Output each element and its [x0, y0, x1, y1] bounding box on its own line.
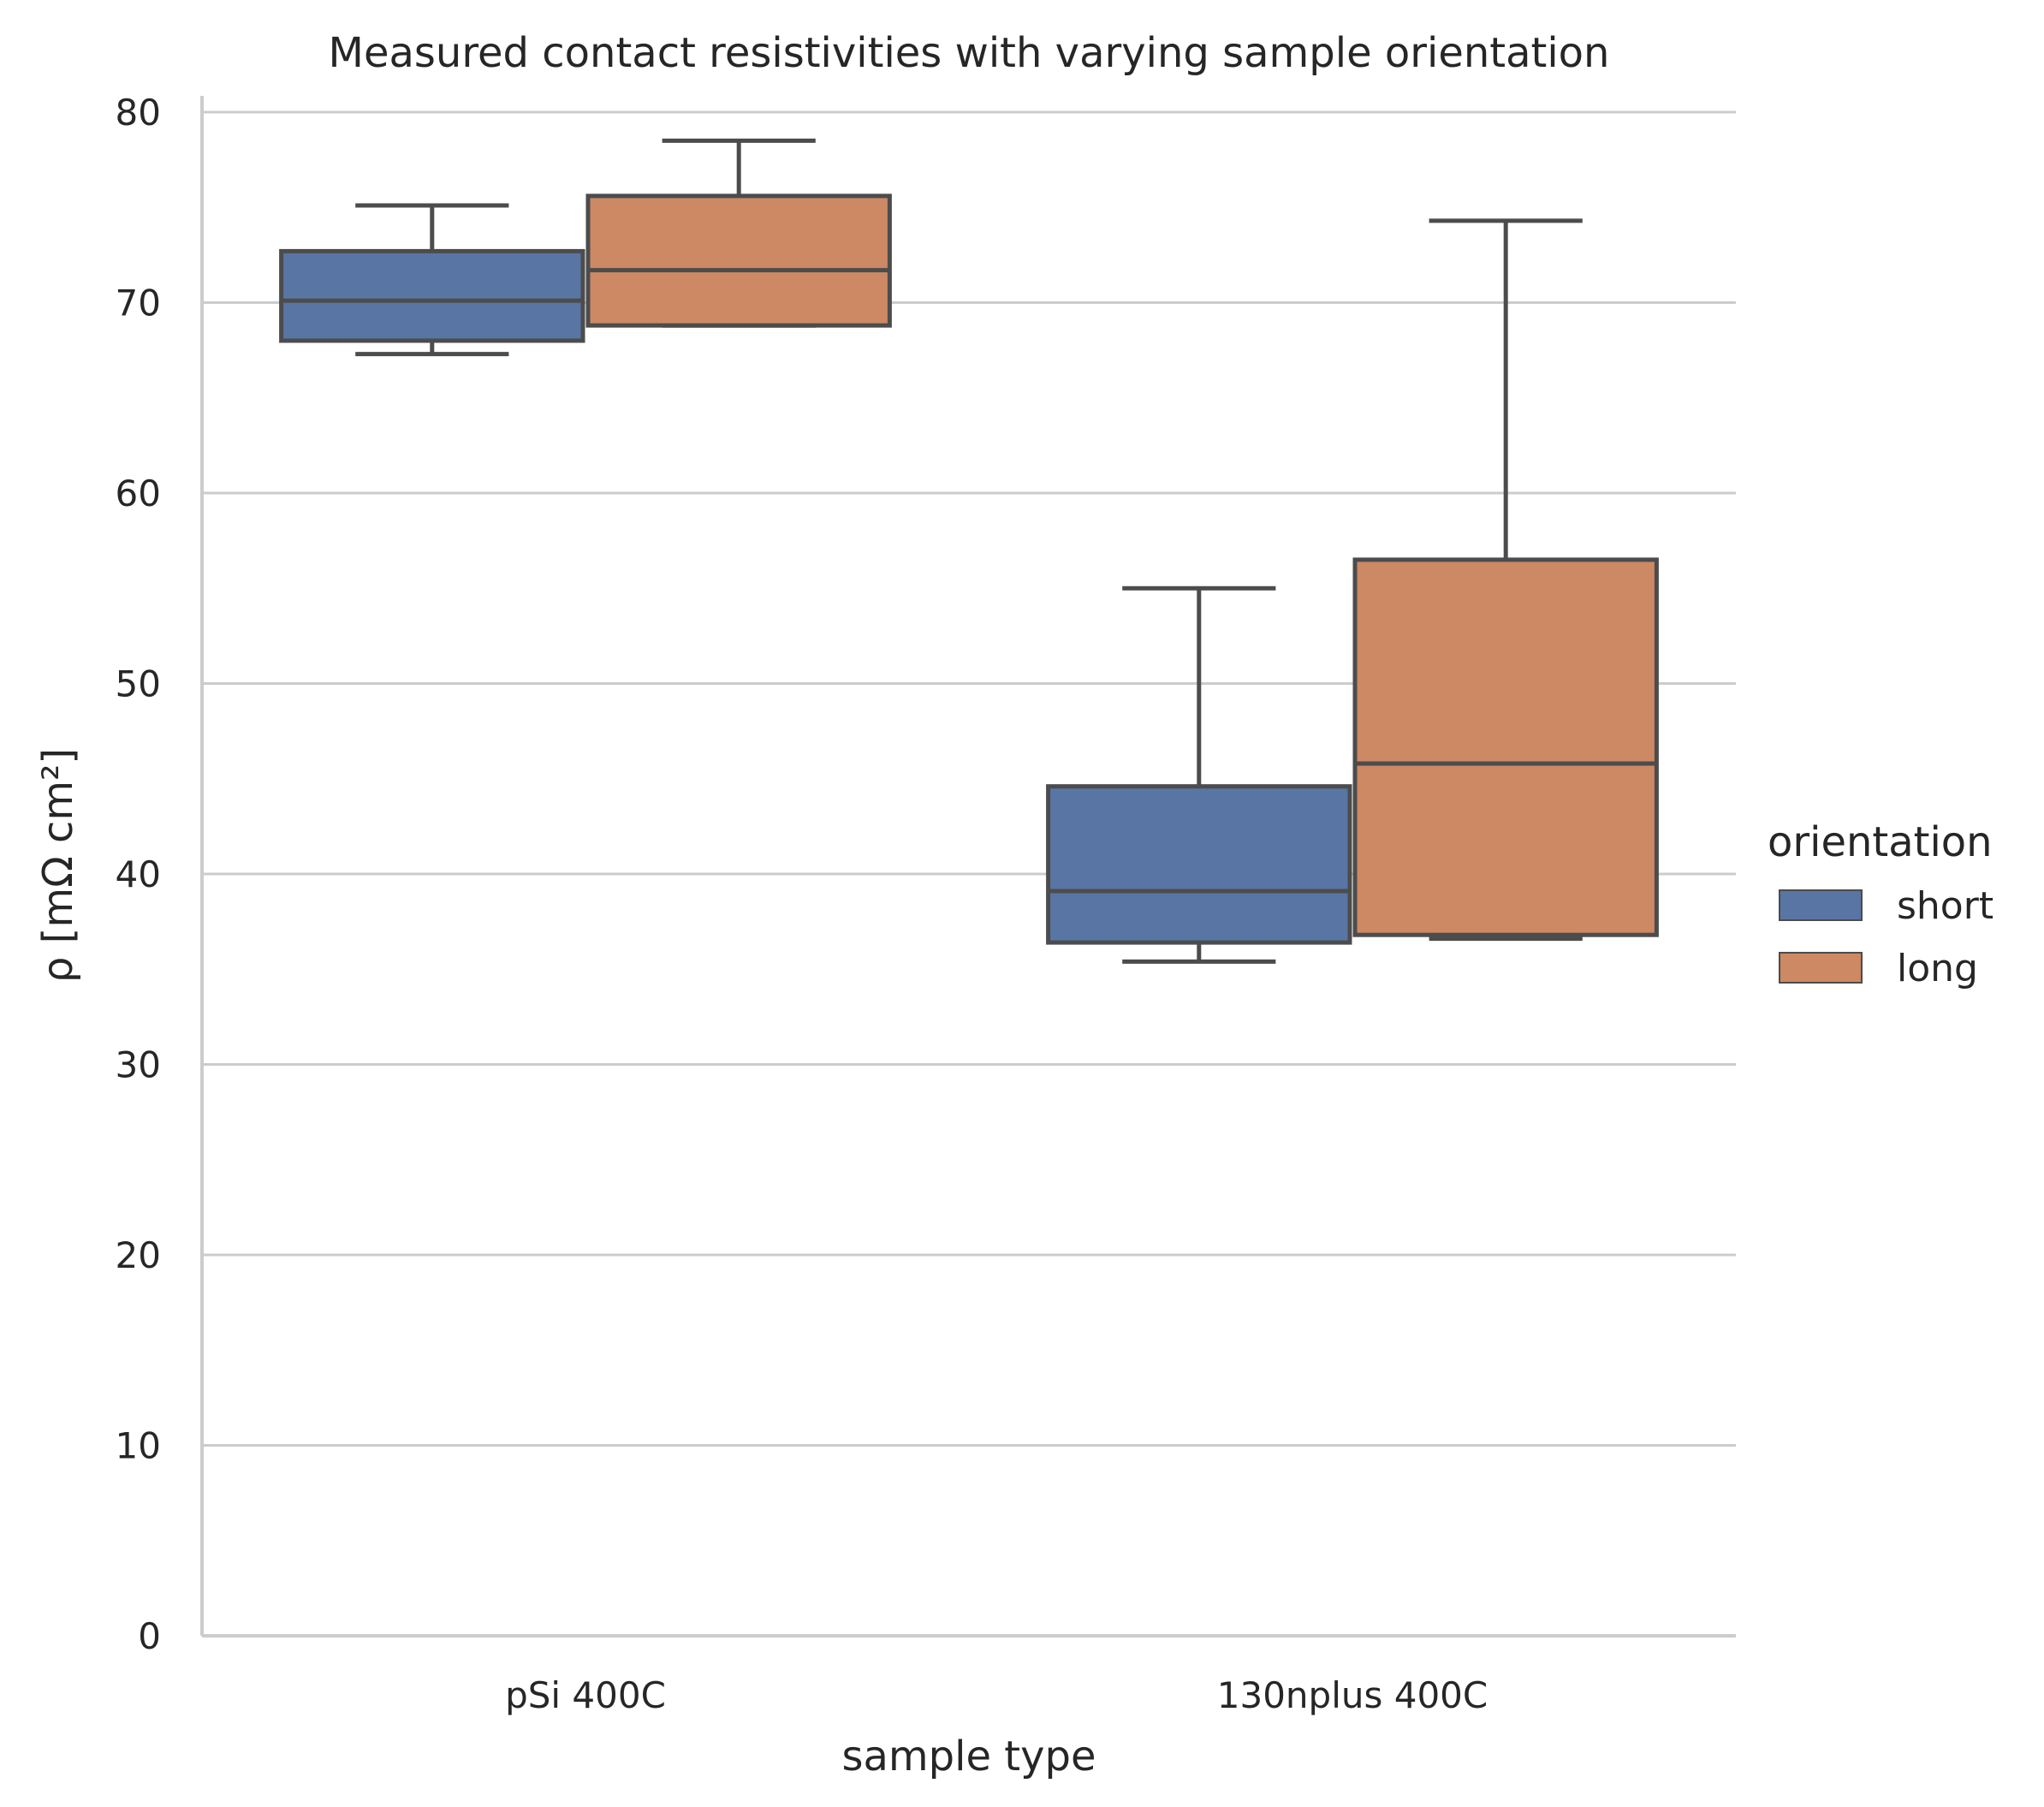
y-tick-label: 60 — [116, 473, 161, 514]
x-tick-labels: pSi 400C 130nplus 400C — [505, 1674, 1488, 1716]
y-tick-label: 70 — [116, 282, 161, 324]
legend: orientation short long — [1768, 818, 1993, 990]
y-axis-label: ρ [mΩ cm²] — [34, 748, 82, 983]
legend-label-long: long — [1897, 947, 1978, 990]
iqr-box — [1352, 557, 1659, 937]
box-long-1 — [1352, 218, 1659, 942]
iqr-box — [279, 248, 585, 343]
box-long-0 — [585, 138, 892, 328]
box-short-1 — [1046, 585, 1352, 964]
y-tick-label: 20 — [116, 1234, 161, 1276]
axes — [200, 96, 1736, 1638]
chart-title: Measured contact resistivities with vary… — [329, 29, 1610, 77]
x-tick-label: 130nplus 400C — [1217, 1674, 1488, 1716]
legend-label-short: short — [1897, 884, 1993, 928]
box-marks — [279, 138, 1659, 964]
x-axis-label: sample type — [842, 1733, 1096, 1780]
legend-swatch-long — [1779, 952, 1863, 984]
y-tick-labels: 0 10 20 30 40 50 60 70 80 — [116, 92, 161, 1657]
x-tick-label: pSi 400C — [505, 1674, 666, 1716]
y-tick-label: 0 — [138, 1615, 161, 1657]
y-tick-label: 10 — [116, 1425, 161, 1467]
y-tick-label: 50 — [116, 663, 161, 705]
legend-swatch-short — [1779, 889, 1863, 921]
iqr-box — [585, 193, 892, 328]
iqr-box — [1046, 784, 1352, 945]
box-short-0 — [279, 203, 585, 357]
y-tick-label: 80 — [116, 92, 161, 134]
legend-title: orientation — [1768, 818, 1993, 866]
y-tick-label: 40 — [116, 853, 161, 895]
y-tick-label: 30 — [116, 1044, 161, 1086]
